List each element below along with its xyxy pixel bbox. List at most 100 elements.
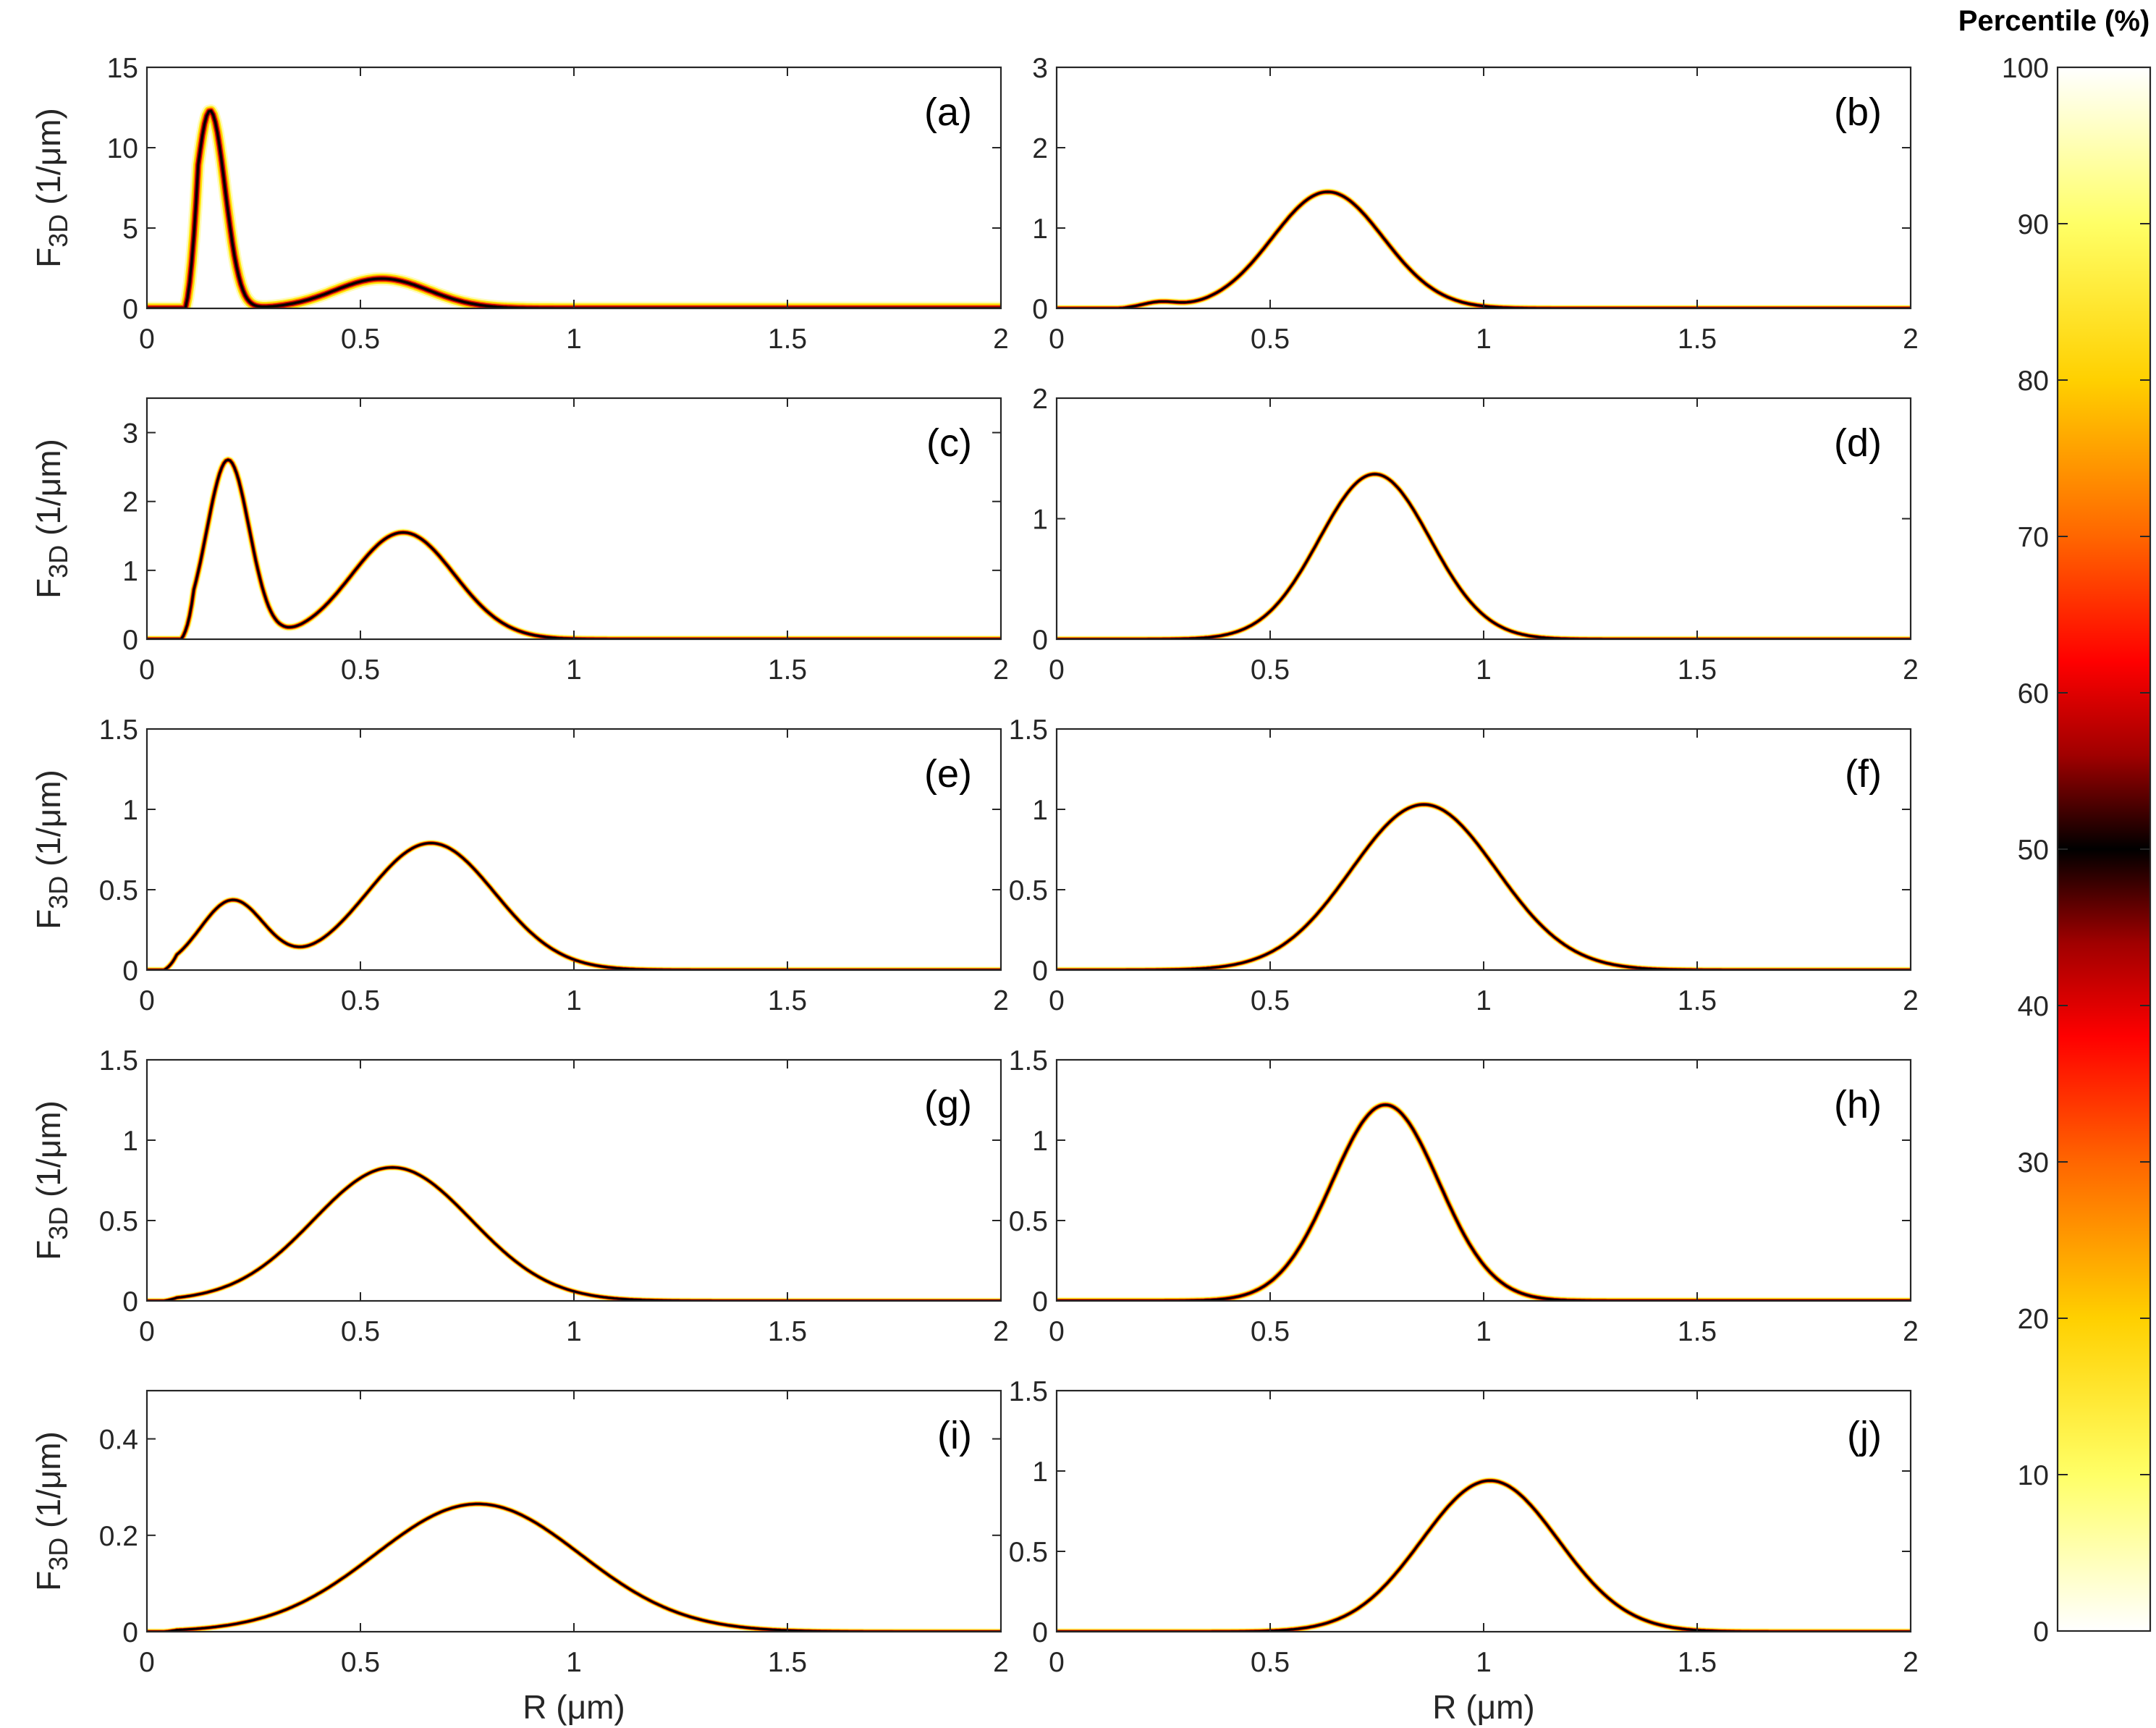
percentile-layer [1057, 801, 1911, 970]
panel-label: (f) [1845, 752, 1882, 796]
panel-label: (b) [1834, 90, 1882, 134]
percentile-layer [147, 840, 1001, 970]
percentile-layer [147, 455, 1001, 639]
x-tick-label: 0 [1049, 1647, 1065, 1678]
x-tick-label: 0.5 [1251, 1647, 1290, 1678]
x-tick-label: 0 [1049, 654, 1065, 686]
panel-e: 0 0.5 1 1.5 2 0 0.5 1 1.5 (e) F3D (1/μm) [30, 715, 1009, 1016]
percentile-band [147, 455, 1001, 639]
colorbar-tick-label: 40 [2018, 991, 2049, 1022]
median-curve [147, 842, 1001, 970]
percentile-band [147, 1164, 1001, 1301]
colorbar-tick-label: 70 [2018, 522, 2049, 553]
y-tick-label: 1 [122, 795, 138, 826]
colorbar-title: Percentile (%) [1958, 5, 2150, 37]
percentile-layer [1057, 1103, 1911, 1301]
panel-a: 0 0.5 1 1.5 2 0 5 10 15 (a) F3D (1/μm) [30, 53, 1009, 355]
y-tick-label: 1.5 [1009, 715, 1048, 746]
percentile-layer [1057, 189, 1911, 308]
percentile-layer [1057, 801, 1911, 970]
x-tick-label: 1 [1476, 1316, 1492, 1347]
x-tick-label: 1.5 [1678, 985, 1717, 1016]
median-curve [1057, 804, 1911, 970]
y-tick-label: 1 [1032, 795, 1048, 826]
x-tick-label: 1.5 [1678, 654, 1717, 686]
panel-label: (e) [924, 752, 972, 796]
y-axis-label: F3D (1/μm) [30, 770, 73, 930]
panel-label: (j) [1847, 1414, 1882, 1457]
colorbar-gradient [2056, 66, 2152, 1632]
y-tick-label: 5 [122, 214, 138, 245]
percentile-band [1057, 1101, 1911, 1301]
x-tick-label: 2 [993, 654, 1009, 686]
x-tick-label: 1.5 [768, 654, 807, 686]
x-tick-label: 0 [139, 1647, 155, 1678]
y-tick-label: 0.5 [1009, 1206, 1048, 1237]
x-tick-label: 0.5 [1251, 985, 1290, 1016]
percentile-band [1057, 188, 1911, 308]
x-tick-label: 2 [993, 1316, 1009, 1347]
panel-g: 0 0.5 1 1.5 2 0 0.5 1 1.5 (g) F3D (1/μm) [30, 1045, 1009, 1347]
percentile-layer [147, 840, 1001, 970]
x-tick-label: 1.5 [1678, 324, 1717, 355]
percentile-layer [1057, 190, 1911, 308]
percentile-layer [147, 1166, 1001, 1301]
x-tick-label: 0 [139, 654, 155, 686]
percentile-layer [1057, 802, 1911, 970]
colorbar: Percentile (%) 0 10 20 30 40 50 60 70 80 90 100 [1958, 5, 2152, 1648]
panel-label: (i) [937, 1414, 972, 1457]
percentile-layer [1057, 803, 1911, 970]
x-tick-label: 2 [993, 1647, 1009, 1678]
median-curve [147, 110, 1001, 308]
percentile-layer [1057, 1479, 1911, 1632]
x-tick-label: 0 [1049, 324, 1065, 355]
percentile-layer [1057, 1101, 1911, 1301]
percentile-band [147, 840, 1001, 970]
y-tick-label: 1 [1032, 1126, 1048, 1157]
axes-box [145, 1058, 1002, 1302]
percentile-layer [147, 840, 1001, 970]
x-tick-label: 1.5 [1678, 1316, 1717, 1347]
colorbar-tick-label: 20 [2018, 1304, 2049, 1335]
percentile-layer [147, 108, 1001, 308]
axes-box [145, 66, 1002, 310]
axes-box [1055, 397, 1912, 641]
y-axis-label: F3D (1/μm) [30, 439, 73, 599]
percentile-layer [1057, 1103, 1911, 1301]
y-tick-label: 3 [1032, 53, 1048, 84]
y-tick-label: 0 [1032, 956, 1048, 987]
percentile-layer [147, 841, 1001, 970]
x-tick-label: 0.5 [1251, 324, 1290, 355]
colorbar-ticks: 0 10 20 30 40 50 60 70 80 90 100 [2002, 53, 2150, 1648]
x-tick-label: 2 [1903, 324, 1919, 355]
percentile-layer [147, 1165, 1001, 1301]
percentile-layer [147, 1164, 1001, 1301]
percentile-layer [147, 842, 1001, 970]
y-tick-label: 10 [107, 133, 138, 164]
panel-label: (c) [926, 421, 972, 465]
y-tick-label: 0.5 [99, 1206, 138, 1237]
median-curve [1057, 1480, 1911, 1632]
x-tick-label: 0.5 [1251, 1316, 1290, 1347]
percentile-layer [1057, 1477, 1911, 1632]
colorbar-tick-label: 10 [2018, 1460, 2049, 1491]
y-tick-label: 1.5 [1009, 1376, 1048, 1407]
x-tick-label: 1.5 [768, 1647, 807, 1678]
percentile-layer [1057, 803, 1911, 970]
x-tick-label: 0 [139, 985, 155, 1016]
y-tick-label: 1 [1032, 1457, 1048, 1488]
y-tick-label: 1.5 [99, 715, 138, 746]
median-curve [1057, 190, 1911, 308]
y-tick-label: 0 [122, 956, 138, 987]
y-tick-label: 0 [122, 1617, 138, 1648]
panel-label: (d) [1834, 421, 1882, 465]
y-tick-label: 0.2 [99, 1521, 138, 1552]
x-tick-label: 1 [1476, 324, 1492, 355]
y-tick-label: 1 [122, 1126, 138, 1157]
y-tick-label: 1.5 [1009, 1045, 1048, 1076]
y-tick-label: 3 [122, 418, 138, 450]
percentile-layer [147, 1166, 1001, 1301]
axes-box [1055, 1389, 1912, 1633]
x-tick-label: 1 [1476, 654, 1492, 686]
